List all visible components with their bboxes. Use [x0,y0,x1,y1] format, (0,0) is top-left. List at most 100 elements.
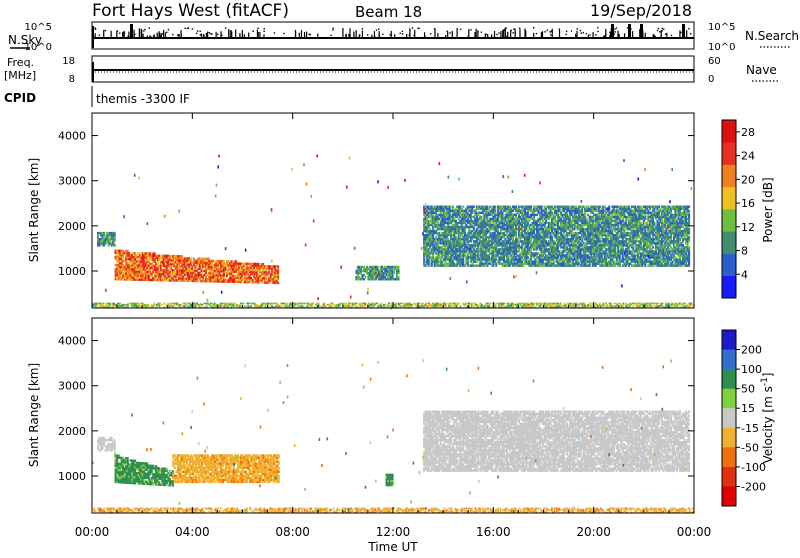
nsearch-point [571,30,572,31]
echo-cell [441,260,443,262]
nsearch-point [172,34,173,35]
nsearch-point [144,29,145,30]
echo-cell [432,252,434,254]
nsearch-point [597,27,598,28]
echo-cell [212,260,214,262]
echo-cell [574,228,576,230]
echo-cell [464,252,466,254]
echo-cell [139,252,141,254]
echo-cell [486,206,488,208]
nsearch-point [434,28,435,29]
nsearch-point [99,35,100,36]
echo-cell [134,252,136,254]
nsearch-point [627,27,628,28]
nsearch-point [577,28,578,29]
echo-cell [97,234,99,236]
nsearch-point [559,28,560,29]
nsearch-point [541,34,542,35]
nsearch-point [586,33,587,34]
echo-cell [431,206,433,208]
nsearch-point [257,28,258,29]
echo-cell [617,246,619,248]
nsearch-point [402,31,403,32]
echo-cell [459,206,461,208]
echo-cell [557,246,559,248]
nsearch-point [550,34,551,35]
echo-cell [530,206,532,208]
echo-cell [438,232,440,234]
nsearch-point [217,34,218,35]
nsearch-point [513,28,514,29]
nsky-tick-top: 10^5 [25,22,52,33]
echo-cell [154,252,156,254]
nsearch-point [143,30,144,31]
nsearch-point [274,32,275,33]
nsearch-point [168,29,169,30]
nsearch-point [310,34,311,35]
echo-cell [277,282,279,284]
nsearch-tick-bottom: 10^0 [708,42,735,53]
nsearch-point [565,34,566,35]
echo-cell [467,260,469,262]
nsearch-point [149,27,150,28]
echo-cell [568,234,570,236]
echo-cell [447,238,449,240]
power-echoes [92,154,695,309]
freq-tick-bottom: 8 [69,74,75,85]
nsearch-point [389,34,390,35]
echo-cell [398,270,400,272]
echo-cell [494,208,496,210]
nsearch-point [446,31,447,32]
echo-cell [277,274,279,276]
nsearch-point [211,34,212,35]
echo-cell [515,206,517,208]
nsearch-point [515,33,516,34]
nsearch-point [665,34,666,35]
station-title: Fort Hays West (fitACF) [92,1,289,21]
echo-cell [584,214,586,216]
nsearch-point [192,28,193,29]
nsearch-point [496,34,497,35]
echo-cell [190,257,192,259]
nsearch-point [511,30,512,31]
nsearch-point [209,32,210,33]
nsearch-point [166,32,167,33]
nsearch-point [498,32,499,33]
echo-cell [559,250,561,252]
nsearch-point [536,33,537,34]
echo-cell [398,266,400,268]
nsky-bars [92,24,694,48]
nsearch-point [688,28,689,29]
echo-cell [620,206,622,208]
echo-cell [587,206,589,208]
cpid-value: themis -3300 IF [96,92,190,106]
nsky-spike [611,24,614,38]
echo-cell [515,214,517,216]
nsearch-point [402,33,403,34]
echo-cell [127,250,129,252]
echo-cell [586,218,588,220]
nsearch-point [359,35,360,36]
nsearch-point [197,30,198,31]
nsearch-point [519,28,520,29]
echo-cell [489,206,491,208]
echo-cell [604,206,606,208]
beam-label: Beam 18 [355,3,422,21]
nsearch-point [330,35,331,36]
nave-label: Nave [746,63,777,77]
freq-panel: 18 8 Freq. [MHz] 60 0 Nave [4,56,778,85]
nsearch-point [614,28,615,29]
echo-cell [114,232,116,234]
echo-cell [509,206,511,208]
nsearch-point [117,30,118,31]
nsearch-point [412,27,413,28]
nsearch-tick-top: 10^5 [708,22,735,33]
echo-cell [551,206,553,208]
nsearch-point [605,33,606,34]
echo-cell [277,267,279,269]
nsearch-point [418,28,419,29]
freq-tick-top: 18 [62,56,75,67]
echo-cell [515,234,517,236]
freq-label: Freq. [7,56,34,69]
nsky-spike [130,24,133,38]
